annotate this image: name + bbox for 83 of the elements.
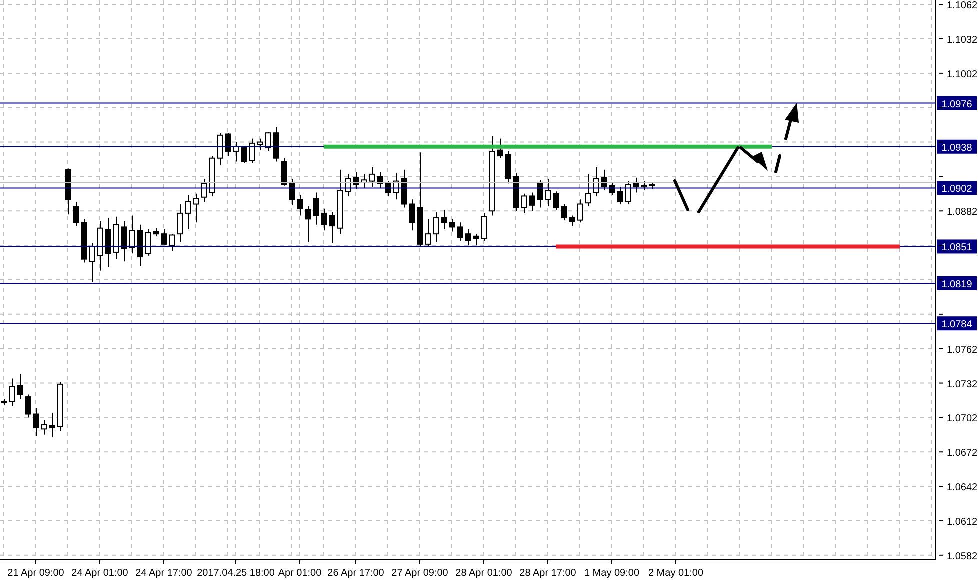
candlestick — [618, 186, 624, 205]
candlestick — [322, 208, 328, 232]
candlestick — [562, 204, 568, 221]
candlestick — [570, 215, 576, 227]
candlestick — [530, 192, 536, 212]
x-tick-label: 1 May 09:00 — [584, 568, 640, 579]
y-tick-label: 1.0702 — [947, 414, 978, 425]
candlestick — [242, 146, 248, 164]
x-tick-label: 24 Apr 01:00 — [72, 568, 129, 579]
x-tick-label: 2 May 01:00 — [648, 568, 704, 579]
candlestick — [226, 132, 232, 157]
ref-line-label: 1.0784 — [942, 320, 973, 331]
candlestick — [90, 242, 96, 283]
x-tick-label: 28 Apr 01:00 — [456, 568, 513, 579]
candlestick — [74, 201, 80, 227]
y-tick-label: 1.1002 — [947, 69, 978, 80]
candlestick — [10, 378, 16, 407]
candlestick — [186, 194, 192, 230]
candlestick — [258, 138, 264, 151]
candlestick — [578, 199, 584, 224]
candlestick — [554, 191, 560, 210]
candlestick — [122, 220, 128, 262]
candlestick — [298, 194, 304, 216]
candlestick — [26, 394, 32, 418]
y-tick-label: 1.1032 — [947, 35, 978, 46]
candlestick — [314, 192, 320, 226]
candlestick — [626, 180, 632, 205]
candlestick — [34, 408, 40, 437]
candlestick — [434, 212, 440, 243]
y-tick-label: 1.0762 — [947, 344, 978, 356]
y-tick-label: 1.0672 — [947, 448, 978, 460]
candlestick — [218, 132, 224, 166]
candlestick — [202, 178, 208, 202]
candlestick — [170, 234, 176, 252]
candlestick — [370, 167, 376, 188]
candlestick — [42, 420, 48, 436]
candlestick — [130, 215, 136, 254]
x-tick-label: Apr 01:00 — [278, 568, 322, 579]
candlestick — [458, 222, 464, 242]
y-tick-label: 1.1062 — [947, 0, 978, 12]
x-tick-label: 21 Apr 09:00 — [8, 568, 65, 579]
x-tick-label: 28 Apr 17:00 — [520, 568, 577, 579]
candlestick — [266, 131, 272, 152]
ref-line-label: 1.0976 — [942, 99, 973, 110]
y-tick-label: 1.0612 — [947, 516, 978, 528]
candlestick — [410, 199, 416, 232]
y-tick-label: 1.0882 — [947, 207, 978, 218]
x-tick-label: 2017.04.25 18:00 — [197, 568, 276, 579]
ref-line-label: 1.0902 — [942, 184, 973, 196]
candlestick — [482, 212, 488, 242]
candlestick — [194, 193, 200, 224]
candlestick — [250, 138, 256, 164]
candlestick — [146, 229, 152, 256]
ref-line-label: 1.0851 — [942, 242, 973, 254]
candlestick — [330, 212, 336, 244]
candlestick — [378, 172, 384, 189]
candlestick — [442, 210, 448, 230]
candlestick — [546, 178, 552, 208]
candlestick — [18, 374, 24, 400]
candlestick — [162, 229, 168, 246]
ref-line-label: 1.0938 — [942, 142, 973, 154]
candlestick — [450, 218, 456, 232]
candlestick — [466, 229, 472, 246]
x-tick-label: 24 Apr 17:00 — [136, 568, 193, 579]
candlestick — [474, 234, 480, 246]
candlestick — [306, 206, 312, 243]
candlestick — [602, 169, 608, 191]
x-tick-label: 27 Apr 09:00 — [392, 568, 449, 579]
x-tick-label: 26 Apr 17:00 — [328, 568, 385, 579]
candlestick — [498, 138, 504, 159]
y-tick-label: 1.0582 — [947, 551, 978, 562]
candlestick — [178, 204, 184, 243]
candlestick — [50, 412, 56, 438]
candlestick — [386, 180, 392, 197]
y-tick-label: 1.0642 — [947, 482, 978, 494]
candlestick — [282, 158, 288, 186]
candlestick — [586, 174, 592, 208]
candlestick — [354, 172, 360, 190]
ref-line-label: 1.0819 — [942, 279, 973, 290]
candlestick — [642, 180, 648, 191]
candlestick — [426, 218, 432, 248]
y-tick-label: 1.0732 — [947, 379, 978, 390]
candlestick — [522, 193, 528, 214]
